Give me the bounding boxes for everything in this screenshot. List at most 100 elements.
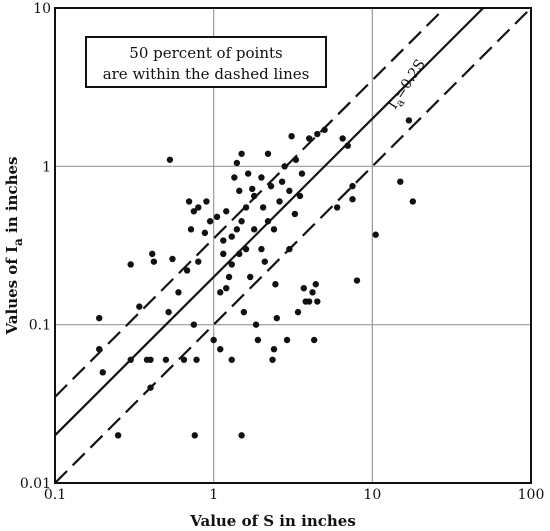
x-tick-label: 100 [518,487,545,503]
data-point [267,182,275,190]
data-point [270,226,278,233]
data-point [349,196,356,203]
data-point [228,261,235,268]
data-point [296,192,304,200]
data-point [127,356,134,363]
data-point [228,356,235,363]
data-point [397,178,404,185]
data-point [305,135,313,142]
data-point [349,182,356,190]
reference-line-label: Ia=0.2S [385,57,431,114]
y-axis-title-sub: a [11,238,25,246]
plot-frame [54,7,532,484]
data-point [149,250,156,258]
data-point [233,159,241,167]
data-point [242,204,250,211]
data-point [333,204,341,211]
y-tick-label: 0.1 [29,318,51,334]
annotation-box-frame [85,36,327,88]
data-point [136,303,143,310]
data-point [344,142,351,149]
data-point [238,218,245,225]
data-point [238,432,245,439]
data-point [210,336,217,344]
data-point [292,156,300,163]
data-point [278,178,286,185]
x-tick-label: 1 [209,487,218,503]
data-point [233,226,241,233]
data-point [195,258,202,265]
data-point [127,261,134,268]
data-point [96,345,103,353]
x-tick-label: 10 [363,487,381,503]
line-label-rest: =0.2S [392,57,429,102]
data-point [312,281,319,288]
data-point [269,356,276,363]
data-point [259,204,267,211]
data-point [254,336,262,344]
data-point [283,336,291,344]
data-point [339,135,346,142]
data-point [372,231,379,238]
data-point [238,150,245,157]
y-axis-title-main: Values of I [3,246,21,336]
data-point [217,345,224,353]
data-point [150,258,158,265]
data-point [270,345,278,353]
data-point [169,255,176,263]
data-point [147,384,154,391]
data-point [273,314,281,322]
data-point [190,321,198,328]
data-point [206,218,214,225]
data-point [96,314,103,322]
annotation-line-1: 50 percent of points [129,44,282,62]
data-point [187,226,195,233]
data-point [175,289,182,296]
data-point [231,174,238,181]
data-point [314,298,321,305]
data-point [247,273,254,281]
annotation-line-2: are within the dashed lines [103,65,310,83]
data-point [405,117,413,124]
data-point [281,163,288,170]
data-point [195,204,202,211]
data-point [165,308,172,316]
data-point [258,245,265,253]
data-point [223,208,230,215]
data-point [250,226,258,233]
data-point [162,356,170,363]
y-axis-title: Values of Ia in inches [3,157,25,336]
dashed-boundary-line [54,7,532,484]
data-point [261,258,268,265]
y-tick-label: 1 [42,159,51,175]
data-point [298,170,306,177]
data-point [228,233,235,240]
data-point [252,321,260,328]
annotation-box: 50 percent of points are within the dash… [85,36,327,88]
y-tick-label: 10 [33,1,51,17]
data-point [201,229,209,237]
data-point [288,132,295,140]
data-point [166,156,174,163]
data-point [193,356,200,363]
data-point [409,198,417,205]
data-point [223,284,230,292]
grid [55,8,531,483]
data-point [291,210,299,218]
data-point [180,356,188,363]
data-point [99,369,106,376]
data-points [96,117,417,439]
data-point [242,245,250,253]
data-point [185,198,193,205]
data-point [272,281,279,288]
x-tick-label: 0.1 [44,487,66,503]
data-point [183,267,191,274]
data-point [213,213,221,221]
data-point [258,174,265,181]
y-tick-label: 0.01 [20,476,51,492]
data-point [191,432,198,439]
data-point [321,126,328,134]
data-point [286,187,293,195]
data-point [264,218,272,225]
data-point [276,198,283,205]
